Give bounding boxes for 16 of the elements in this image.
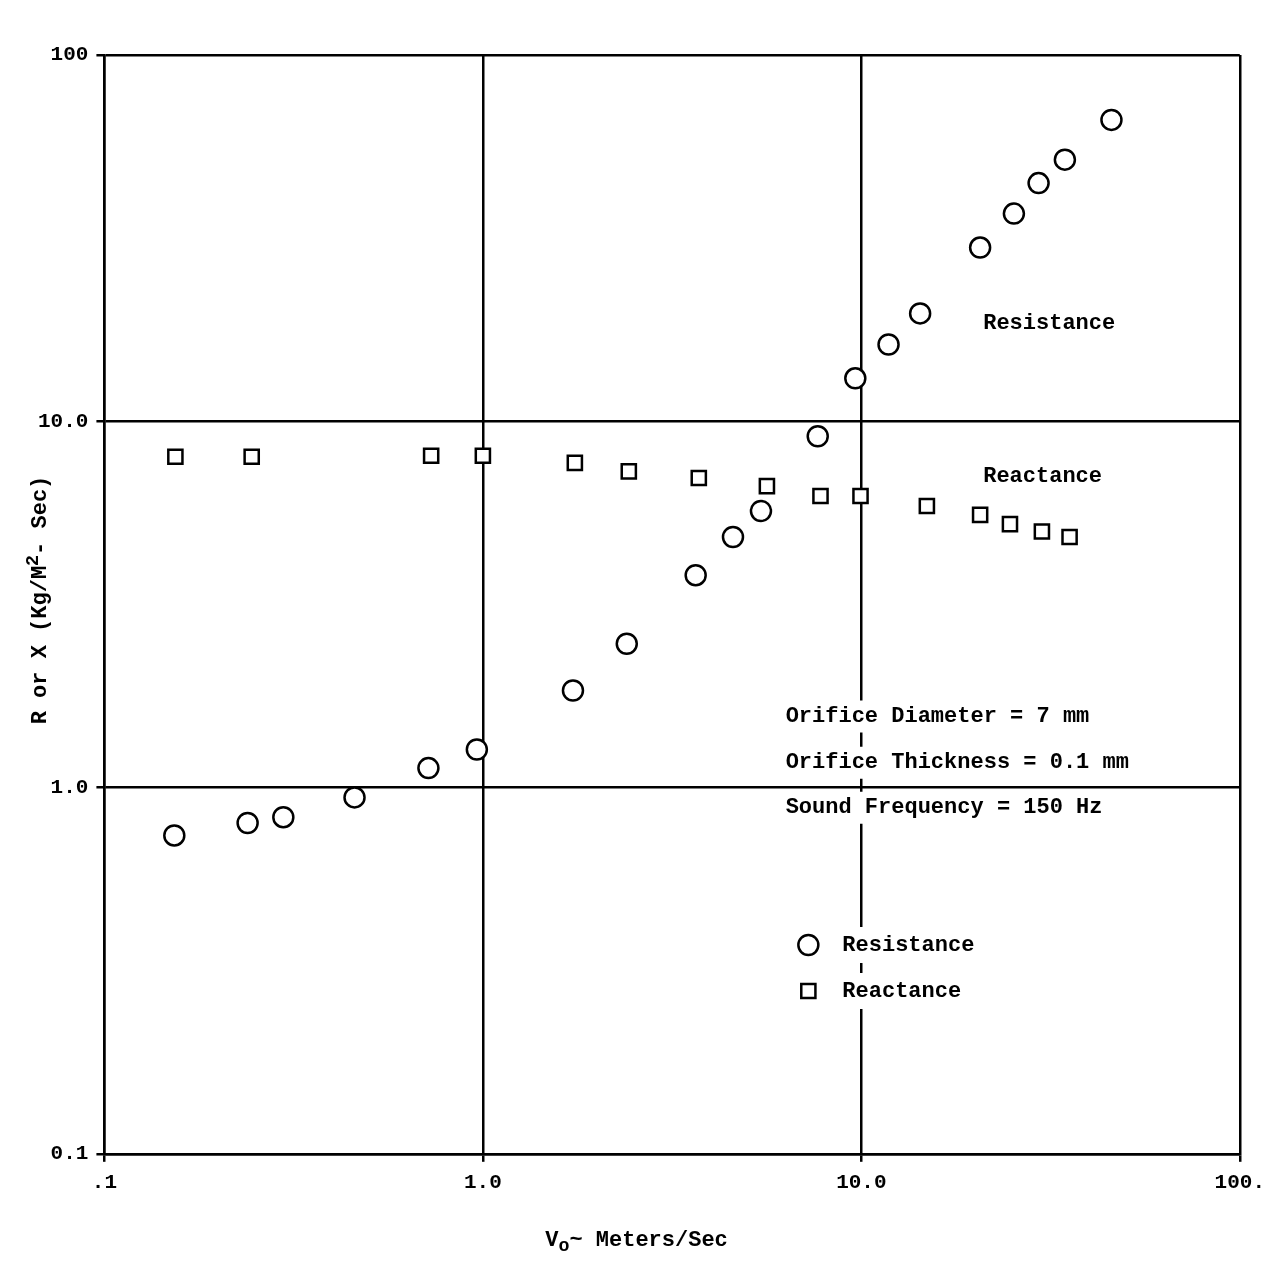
annotation: Reactance	[983, 464, 1103, 490]
x-tick-label: .1	[91, 1170, 118, 1194]
annotation: Orifice Thickness = 0.1 mm	[785, 750, 1129, 776]
y-tick-label: 0.1	[50, 1142, 89, 1166]
y-tick-label: 100	[50, 43, 89, 67]
annotation: Orifice Diameter = 7 mm	[785, 704, 1090, 730]
x-tick-label: 10.0	[836, 1170, 887, 1194]
x-tick-label: 1.0	[463, 1170, 502, 1194]
x-axis-title: V$_{o}$~ Meters/Sec	[544, 1228, 729, 1258]
legend-label: Resistance	[842, 932, 975, 958]
y-tick-label: 10.0	[37, 409, 89, 433]
annotation: Resistance	[983, 310, 1116, 336]
x-tick-label: 100.	[1214, 1170, 1266, 1194]
annotation: Sound Frequency = 150 Hz	[785, 795, 1103, 821]
y-tick-label: 1.0	[50, 775, 89, 799]
legend-label: Reactance	[842, 978, 962, 1004]
